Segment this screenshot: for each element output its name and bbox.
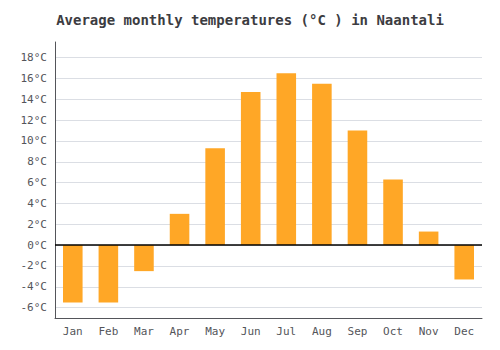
svg-text:10°C: 10°C	[21, 134, 48, 147]
svg-text:-4°C: -4°C	[21, 280, 48, 293]
svg-text:8°C: 8°C	[27, 155, 47, 168]
svg-text:Oct: Oct	[383, 325, 403, 338]
svg-text:Apr: Apr	[170, 325, 190, 338]
svg-text:14°C: 14°C	[21, 93, 48, 106]
svg-text:Feb: Feb	[98, 325, 118, 338]
svg-text:Nov: Nov	[419, 325, 439, 338]
svg-text:Mar: Mar	[134, 325, 154, 338]
svg-text:Aug: Aug	[312, 325, 332, 338]
svg-text:-6°C: -6°C	[21, 301, 48, 314]
svg-text:0°C: 0°C	[27, 239, 47, 252]
svg-text:18°C: 18°C	[21, 51, 48, 64]
svg-text:May: May	[205, 325, 225, 338]
svg-text:-2°C: -2°C	[21, 259, 48, 272]
svg-text:16°C: 16°C	[21, 72, 48, 85]
svg-text:12°C: 12°C	[21, 114, 48, 127]
svg-text:6°C: 6°C	[27, 176, 47, 189]
svg-text:Jul: Jul	[276, 325, 296, 338]
svg-text:Jun: Jun	[241, 325, 261, 338]
svg-text:4°C: 4°C	[27, 197, 47, 210]
svg-text:Average monthly temperatures (: Average monthly temperatures (°C ) in Na…	[56, 12, 444, 28]
svg-text:Sep: Sep	[348, 325, 368, 338]
svg-text:2°C: 2°C	[27, 218, 47, 231]
svg-text:Dec: Dec	[454, 325, 474, 338]
svg-text:Jan: Jan	[63, 325, 83, 338]
